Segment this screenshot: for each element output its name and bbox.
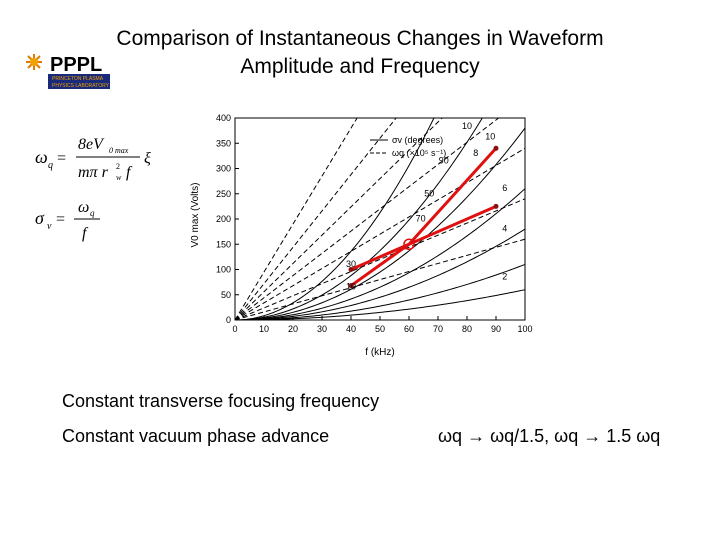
dashed-curve-label: 10 <box>462 121 472 131</box>
f1-num-sub: 0 max <box>109 146 129 155</box>
logo-sub-1: PRINCETON PLASMA <box>52 76 104 82</box>
y-tick-label: 100 <box>216 265 231 275</box>
caption-omega-change: ωq → ωq/1.5, ωq → 1.5 ωq <box>438 426 661 446</box>
red-path-lower <box>350 204 497 287</box>
solid-curve-label: 90 <box>439 155 449 165</box>
omega-curve <box>234 117 443 321</box>
red-endpoint <box>348 283 354 289</box>
dashed-curve-label: 6 <box>502 183 507 193</box>
y-tick-label: 0 <box>226 315 231 325</box>
f1-num: 8eV <box>78 136 105 153</box>
solid-curve-label: 30 <box>346 259 356 269</box>
chart-legend: σv (degrees) ωq (×10⁵ s⁻¹) <box>370 135 446 158</box>
f1-lhs: ω <box>35 147 48 167</box>
formula-sigma-v: σ v = ω q f <box>35 199 100 242</box>
formula-omega-q: ω q = 8eV 0 max mπ r w 2 f ξ <box>35 136 151 182</box>
f1-den: mπ r <box>78 164 109 181</box>
f2-lhs: σ <box>35 208 45 228</box>
caption-phase-advance: Constant vacuum phase advance <box>62 426 330 446</box>
omega-curve <box>234 117 397 321</box>
dashed-curve-label: 2 <box>502 272 507 282</box>
red-endpoint <box>493 203 499 209</box>
title-line-1: Comparison of Instantaneous Changes in W… <box>116 27 604 50</box>
y-tick-label: 150 <box>216 239 231 249</box>
y-tick-label: 400 <box>216 113 231 123</box>
y-axis-label: V0 max (Volts) <box>190 182 201 247</box>
x-tick-label: 100 <box>517 324 532 334</box>
logo-text: PPPL <box>50 54 102 76</box>
f1-den-sub: w <box>116 173 122 182</box>
logo-sub-2: PHYSICS LABORATORY <box>52 83 110 89</box>
omega-curve <box>234 238 526 321</box>
plot-frame <box>234 117 526 321</box>
voltage-frequency-chart: 0 10 20 30 40 50 60 70 80 90 100050100150200250300… <box>190 113 533 358</box>
svg-text:=: = <box>56 211 65 228</box>
x-tick-label: 40 <box>346 324 356 334</box>
legend-dashed: ωq (×10⁵ s⁻¹) <box>392 148 446 158</box>
y-tick-label: 300 <box>216 164 231 174</box>
dashed-curve-label: 8 <box>473 148 478 158</box>
omega-curve <box>234 117 499 321</box>
f1-lhs-sub: q <box>48 160 53 171</box>
sigma-curve <box>234 263 526 321</box>
x-tick-label: 60 <box>404 324 414 334</box>
f1-tail: ξ <box>144 150 151 167</box>
omega-curve <box>234 147 526 321</box>
x-axis-label: f (kHz) <box>365 347 394 358</box>
sigma-curve <box>234 188 526 321</box>
f2-num-sub: q <box>90 208 95 218</box>
sigma-curve <box>234 127 526 321</box>
x-tick-label: 0 <box>232 324 237 334</box>
x-tick-label: 30 <box>317 324 327 334</box>
x-tick-label: 20 <box>288 324 298 334</box>
caption-focusing-frequency: Constant transverse focusing frequency <box>62 391 380 411</box>
pppl-logo: PPPL PRINCETON PLASMA PHYSICS LABORATORY <box>26 54 110 89</box>
sigma-curve <box>234 117 435 321</box>
solid-curve-label: 50 <box>424 188 434 198</box>
omega-curve <box>234 198 526 321</box>
y-tick-label: 250 <box>216 189 231 199</box>
y-tick-label: 350 <box>216 138 231 148</box>
solid-curve-label: 10 <box>485 132 495 142</box>
title-line-2: Amplitude and Frequency <box>240 55 480 78</box>
omega-curve <box>234 117 358 321</box>
x-tick-label: 90 <box>491 324 501 334</box>
f2-num: ω <box>78 199 89 216</box>
sigma-curve <box>234 228 526 321</box>
svg-text:=: = <box>57 150 66 167</box>
sigma-curve <box>234 117 483 321</box>
f2-lhs-sub: v <box>47 221 52 232</box>
f2-den: f <box>82 225 89 242</box>
y-tick-label: 200 <box>216 214 231 224</box>
y-tick-label: 50 <box>221 290 231 300</box>
solid-curve-label: 10 <box>346 282 356 292</box>
legend-solid: σv (degrees) <box>392 135 443 145</box>
f1-den-tail: f <box>126 164 133 181</box>
x-tick-label: 10 <box>259 324 269 334</box>
red-endpoint <box>493 145 499 151</box>
red-endpoint <box>348 267 354 272</box>
x-tick-label: 80 <box>462 324 472 334</box>
f1-den-sup: 2 <box>116 162 120 171</box>
sigma-curve <box>234 289 526 321</box>
x-tick-label: 70 <box>433 324 443 334</box>
slide-title: Comparison of Instantaneous Changes in W… <box>0 25 720 81</box>
center-marker <box>403 238 415 250</box>
x-tick-label: 50 <box>375 324 385 334</box>
solid-curve-label: 70 <box>416 214 426 224</box>
dashed-curve-label: 4 <box>502 224 507 234</box>
